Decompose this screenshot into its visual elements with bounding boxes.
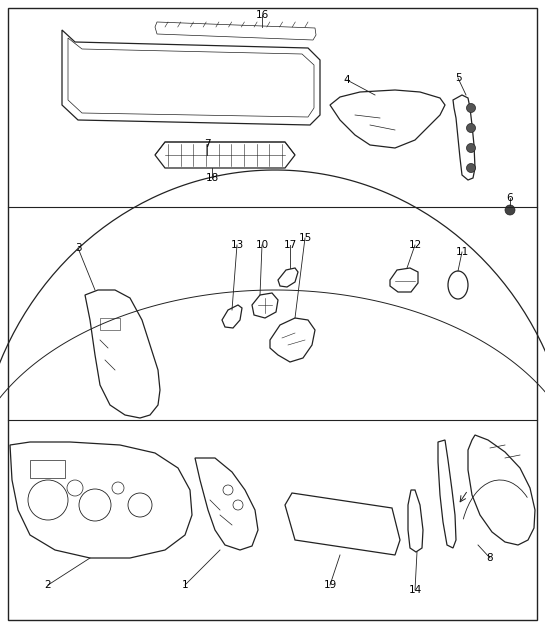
Text: 12: 12 [408, 240, 422, 250]
Text: 10: 10 [256, 240, 269, 250]
Text: 16: 16 [256, 10, 269, 20]
Text: 14: 14 [408, 585, 422, 595]
Text: 6: 6 [507, 193, 513, 203]
Text: 15: 15 [298, 233, 312, 243]
Text: 1: 1 [181, 580, 189, 590]
Circle shape [467, 144, 475, 153]
Text: 7: 7 [204, 139, 210, 149]
Text: 13: 13 [231, 240, 244, 250]
Text: 4: 4 [344, 75, 350, 85]
Text: 19: 19 [323, 580, 337, 590]
Circle shape [467, 104, 475, 112]
Circle shape [467, 124, 475, 133]
Text: 5: 5 [455, 73, 461, 83]
Circle shape [467, 163, 475, 173]
Text: 17: 17 [283, 240, 296, 250]
Bar [30, 460, 65, 478]
Text: 18: 18 [205, 173, 219, 183]
Bar [100, 318, 120, 330]
Text: 8: 8 [487, 553, 493, 563]
Text: 3: 3 [75, 243, 81, 253]
Text: 2: 2 [45, 580, 51, 590]
Text: 11: 11 [456, 247, 469, 257]
Circle shape [505, 205, 515, 215]
